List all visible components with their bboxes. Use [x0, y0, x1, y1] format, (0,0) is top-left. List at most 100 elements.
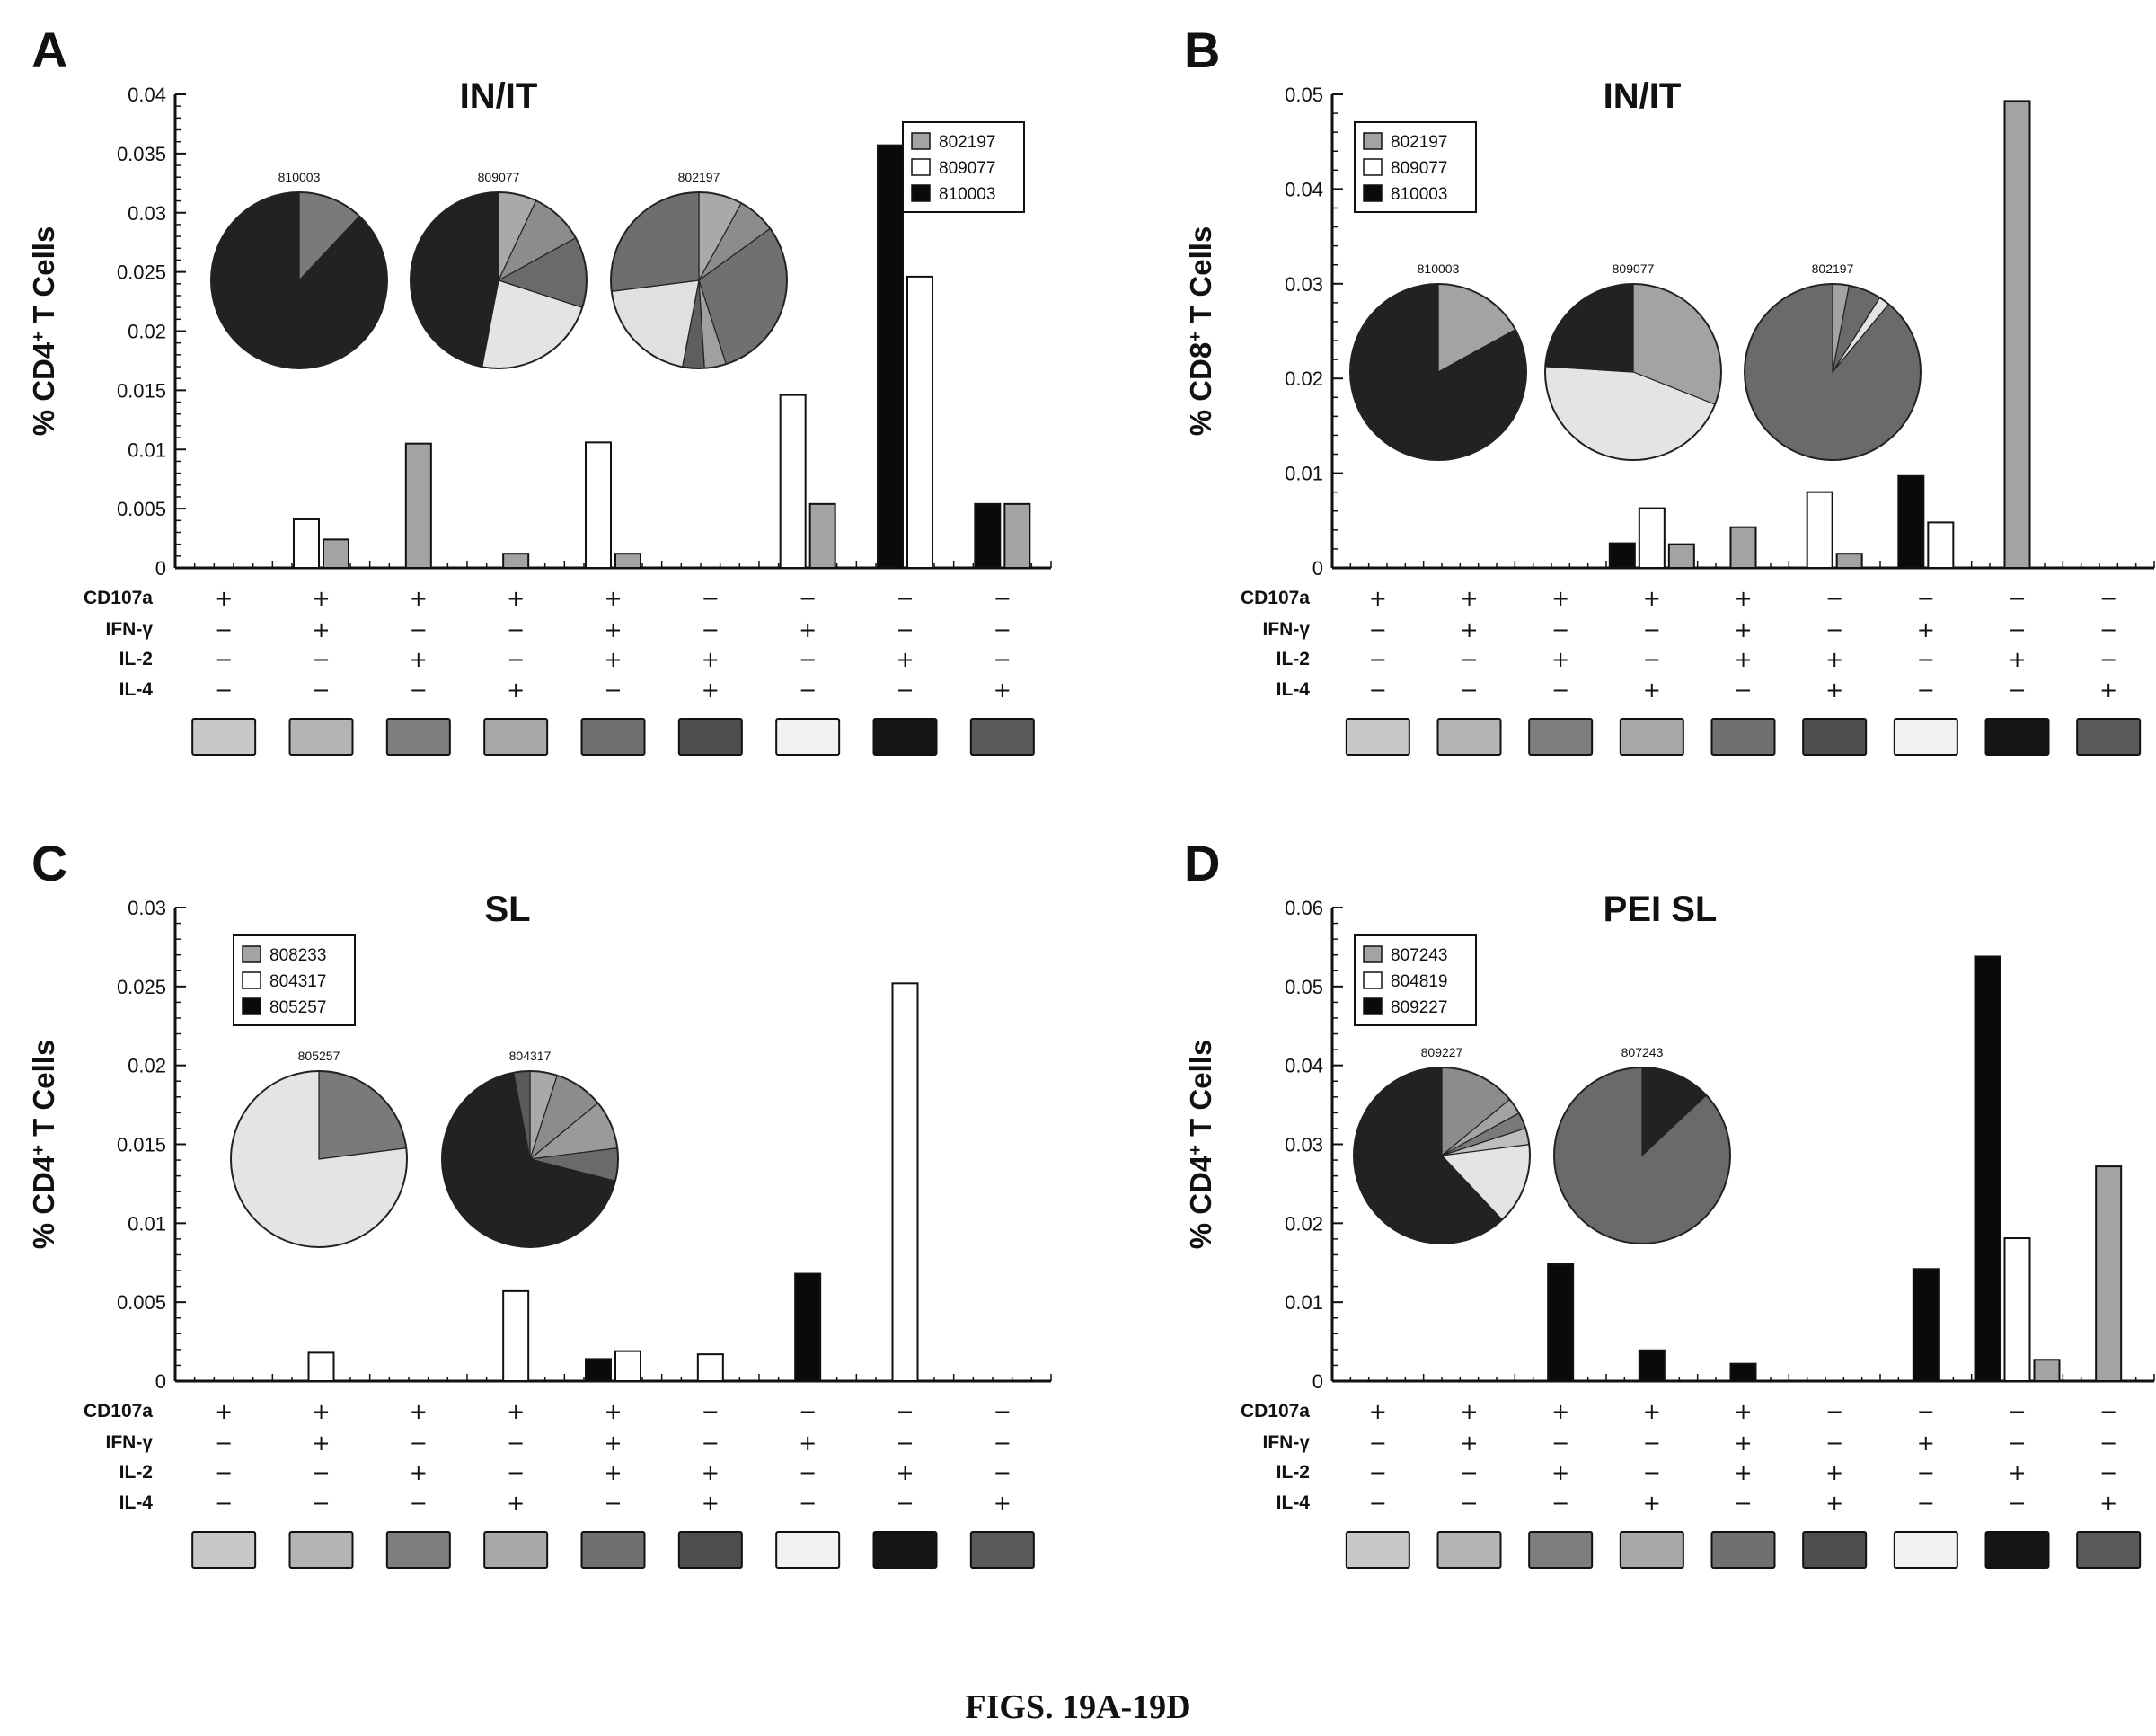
- combination-sign: −: [896, 1491, 914, 1516]
- combination-sign: −: [994, 1460, 1012, 1485]
- category-swatch: [1528, 718, 1594, 756]
- pie-outline: [1553, 1067, 1731, 1244]
- combination-sign: +: [1734, 1430, 1752, 1456]
- bar-809077: [779, 394, 807, 569]
- bar-809077: [1927, 521, 1955, 570]
- bar-802197: [1835, 553, 1863, 570]
- panel-letter: C: [31, 835, 67, 891]
- row-label: IL-4: [119, 679, 154, 700]
- category-swatch: [1345, 718, 1410, 756]
- legend-label: 809077: [939, 159, 995, 178]
- combination-sign: −: [410, 1430, 428, 1456]
- pie-outline: [1349, 283, 1527, 461]
- y-tick-label: 0.04: [1285, 178, 1323, 200]
- category-swatch: [1802, 718, 1868, 756]
- combination-sign: −: [1734, 678, 1752, 703]
- combination-sign: −: [1917, 1460, 1935, 1485]
- legend-label: 810003: [1391, 185, 1447, 204]
- y-tick-label: 0.01: [1285, 1291, 1323, 1314]
- category-swatch: [483, 718, 549, 756]
- pie-chart: 810003: [210, 170, 388, 369]
- combination-sign: −: [507, 617, 525, 642]
- y-tick-label: 0.04: [128, 84, 166, 106]
- category-swatch: [1984, 718, 2050, 756]
- y-tick-label: 0.06: [1285, 897, 1323, 919]
- category-swatch: [1984, 1531, 2050, 1569]
- figure-caption: FIGS. 19A-19D: [965, 1688, 1190, 1726]
- bar-805257: [794, 1272, 822, 1383]
- category-swatch: [580, 1531, 646, 1569]
- combination-sign: +: [2099, 678, 2117, 703]
- combination-sign: +: [604, 1399, 622, 1424]
- combination-sign: +: [702, 1460, 720, 1485]
- legend-label: 807243: [1391, 946, 1447, 965]
- row-label: IL-4: [1277, 1492, 1311, 1513]
- combination-sign: −: [2099, 1399, 2117, 1424]
- combination-sign: +: [1734, 1399, 1752, 1424]
- category-swatch: [288, 718, 354, 756]
- legend: 802197 809077 810003: [1354, 121, 1477, 213]
- category-swatch: [1710, 718, 1776, 756]
- bar-802197: [1003, 502, 1031, 569]
- pie-chart: 810003: [1349, 261, 1527, 461]
- pie-chart: 807243: [1553, 1045, 1731, 1244]
- y-axis-label-main: % CD4: [27, 1155, 60, 1249]
- pie-label: 807243: [1621, 1045, 1664, 1059]
- y-axis-label: % CD8+ T Cells: [1184, 226, 1217, 437]
- y-tick-label: 0: [1312, 557, 1323, 580]
- combination-sign: −: [1825, 586, 1843, 611]
- combination-sign: −: [702, 617, 720, 642]
- legend: 808233 804317 805257: [233, 934, 356, 1026]
- y-axis-label-main: % CD4: [1184, 1155, 1217, 1249]
- bar-810003: [877, 144, 904, 569]
- combination-sign: −: [215, 1491, 233, 1516]
- category-swatch: [1710, 1531, 1776, 1569]
- combination-sign: +: [507, 586, 525, 611]
- combination-sign: +: [1734, 647, 1752, 672]
- combination-sign: +: [312, 1399, 330, 1424]
- combination-sign: −: [702, 586, 720, 611]
- combination-sign: −: [2008, 586, 2026, 611]
- bar-807243: [2095, 1165, 2123, 1382]
- combination-sign: −: [215, 1430, 233, 1456]
- y-tick-label: 0.02: [128, 321, 166, 343]
- combination-sign: +: [312, 617, 330, 642]
- combination-sign: −: [312, 678, 330, 703]
- panel-letter: D: [1184, 835, 1220, 891]
- combination-sign: +: [1643, 1399, 1661, 1424]
- combination-sign: −: [2099, 617, 2117, 642]
- bar-804317: [891, 982, 919, 1382]
- y-tick-label: 0.02: [1285, 1212, 1323, 1235]
- bar-804317: [502, 1289, 530, 1382]
- bar-804317: [307, 1351, 335, 1383]
- combination-sign: +: [994, 678, 1012, 703]
- combination-sign: −: [1369, 1430, 1387, 1456]
- category-swatch: [580, 718, 646, 756]
- pie-chart: 802197: [610, 170, 788, 369]
- y-tick-label: 0.01: [128, 438, 166, 461]
- combination-sign: −: [410, 1491, 428, 1516]
- pie-label: 805257: [298, 1049, 340, 1063]
- bar-802197: [323, 538, 349, 570]
- bar-809227: [1547, 1263, 1575, 1382]
- combination-sign: +: [1917, 617, 1935, 642]
- bar-809077: [906, 275, 933, 569]
- row-label: IL-2: [119, 649, 153, 669]
- row-label: IL-4: [1277, 679, 1311, 700]
- category-swatch: [872, 718, 938, 756]
- y-tick-label: 0.05: [1285, 976, 1323, 998]
- combination-sign: −: [994, 1430, 1012, 1456]
- combination-sign: −: [1825, 617, 1843, 642]
- combination-sign: +: [2099, 1491, 2117, 1516]
- category-swatch: [191, 718, 257, 756]
- combination-sign: +: [1825, 647, 1843, 672]
- combination-sign: +: [799, 617, 817, 642]
- bar-810003: [1897, 474, 1925, 570]
- category-swatch: [775, 718, 841, 756]
- legend-swatch: [1363, 184, 1383, 202]
- combination-sign: −: [1460, 678, 1478, 703]
- pie-chart: 809077: [410, 170, 588, 369]
- bar-809077: [1806, 491, 1833, 569]
- y-axis-label-superscript: +: [29, 1145, 49, 1156]
